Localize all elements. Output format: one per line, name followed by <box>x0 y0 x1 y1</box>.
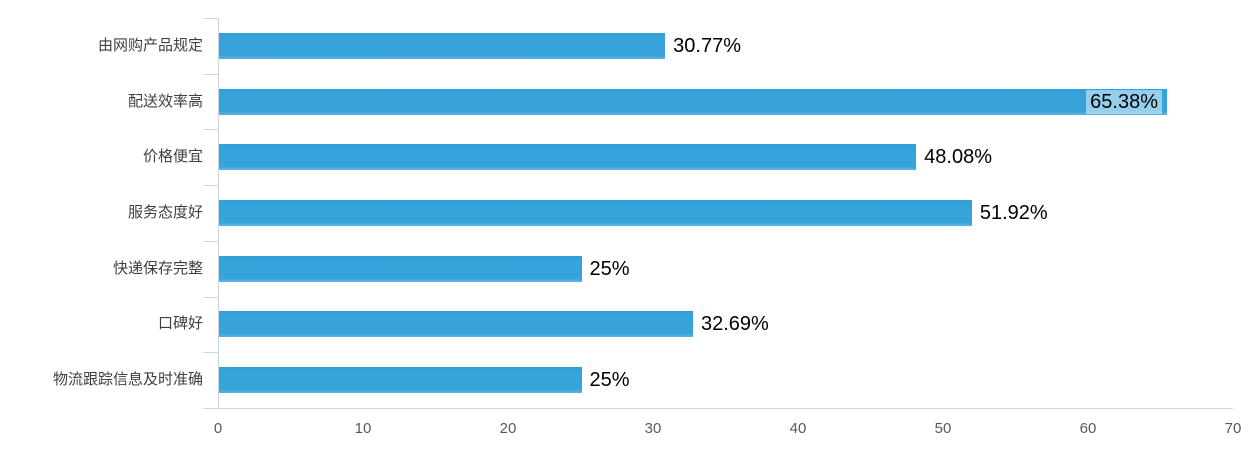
bar <box>219 32 666 59</box>
y-axis-tick <box>203 352 218 354</box>
category-label: 物流跟踪信息及时准确 <box>52 371 203 389</box>
value-label: 48.08% <box>924 146 992 169</box>
value-label: 30.77% <box>673 34 741 57</box>
y-axis-tick <box>203 296 218 298</box>
bar <box>219 144 917 171</box>
category-label: 口碑好 <box>157 315 203 333</box>
category-label: 价格便宜 <box>142 148 203 166</box>
bar <box>219 311 693 338</box>
x-axis-tick-label: 20 <box>499 420 517 437</box>
category-label: 服务态度好 <box>127 204 203 221</box>
category-label: 快递保存完整 <box>112 259 203 277</box>
bar <box>219 255 582 282</box>
x-axis-tick-label: 0 <box>213 420 223 437</box>
y-axis-tick <box>203 18 218 19</box>
y-axis-tick <box>203 240 218 242</box>
y-axis-tick <box>203 73 218 75</box>
value-label: 25% <box>589 369 630 392</box>
value-label: 65.38% <box>1086 89 1163 114</box>
y-axis-tick <box>203 408 218 409</box>
y-axis-tick <box>203 185 218 187</box>
x-axis-tick-label: 70 <box>1224 420 1242 437</box>
x-axis-tick-label: 60 <box>1079 420 1097 437</box>
value-label: 51.92% <box>979 202 1048 224</box>
x-axis-tick-label: 10 <box>354 420 372 437</box>
bar <box>219 367 582 394</box>
value-label: 25% <box>589 257 630 280</box>
bar <box>219 200 972 226</box>
x-axis-tick-label: 50 <box>934 420 952 437</box>
x-axis-tick-label: 30 <box>644 420 662 437</box>
category-label: 由网购产品规定 <box>97 36 203 54</box>
y-axis-line <box>218 18 219 408</box>
x-axis-line <box>203 408 1233 409</box>
bar <box>219 88 1167 115</box>
category-label: 配送效率高 <box>127 92 203 110</box>
x-axis-tick-label: 40 <box>789 420 807 437</box>
value-label: 32.69% <box>701 313 769 336</box>
y-axis-tick <box>203 129 218 131</box>
